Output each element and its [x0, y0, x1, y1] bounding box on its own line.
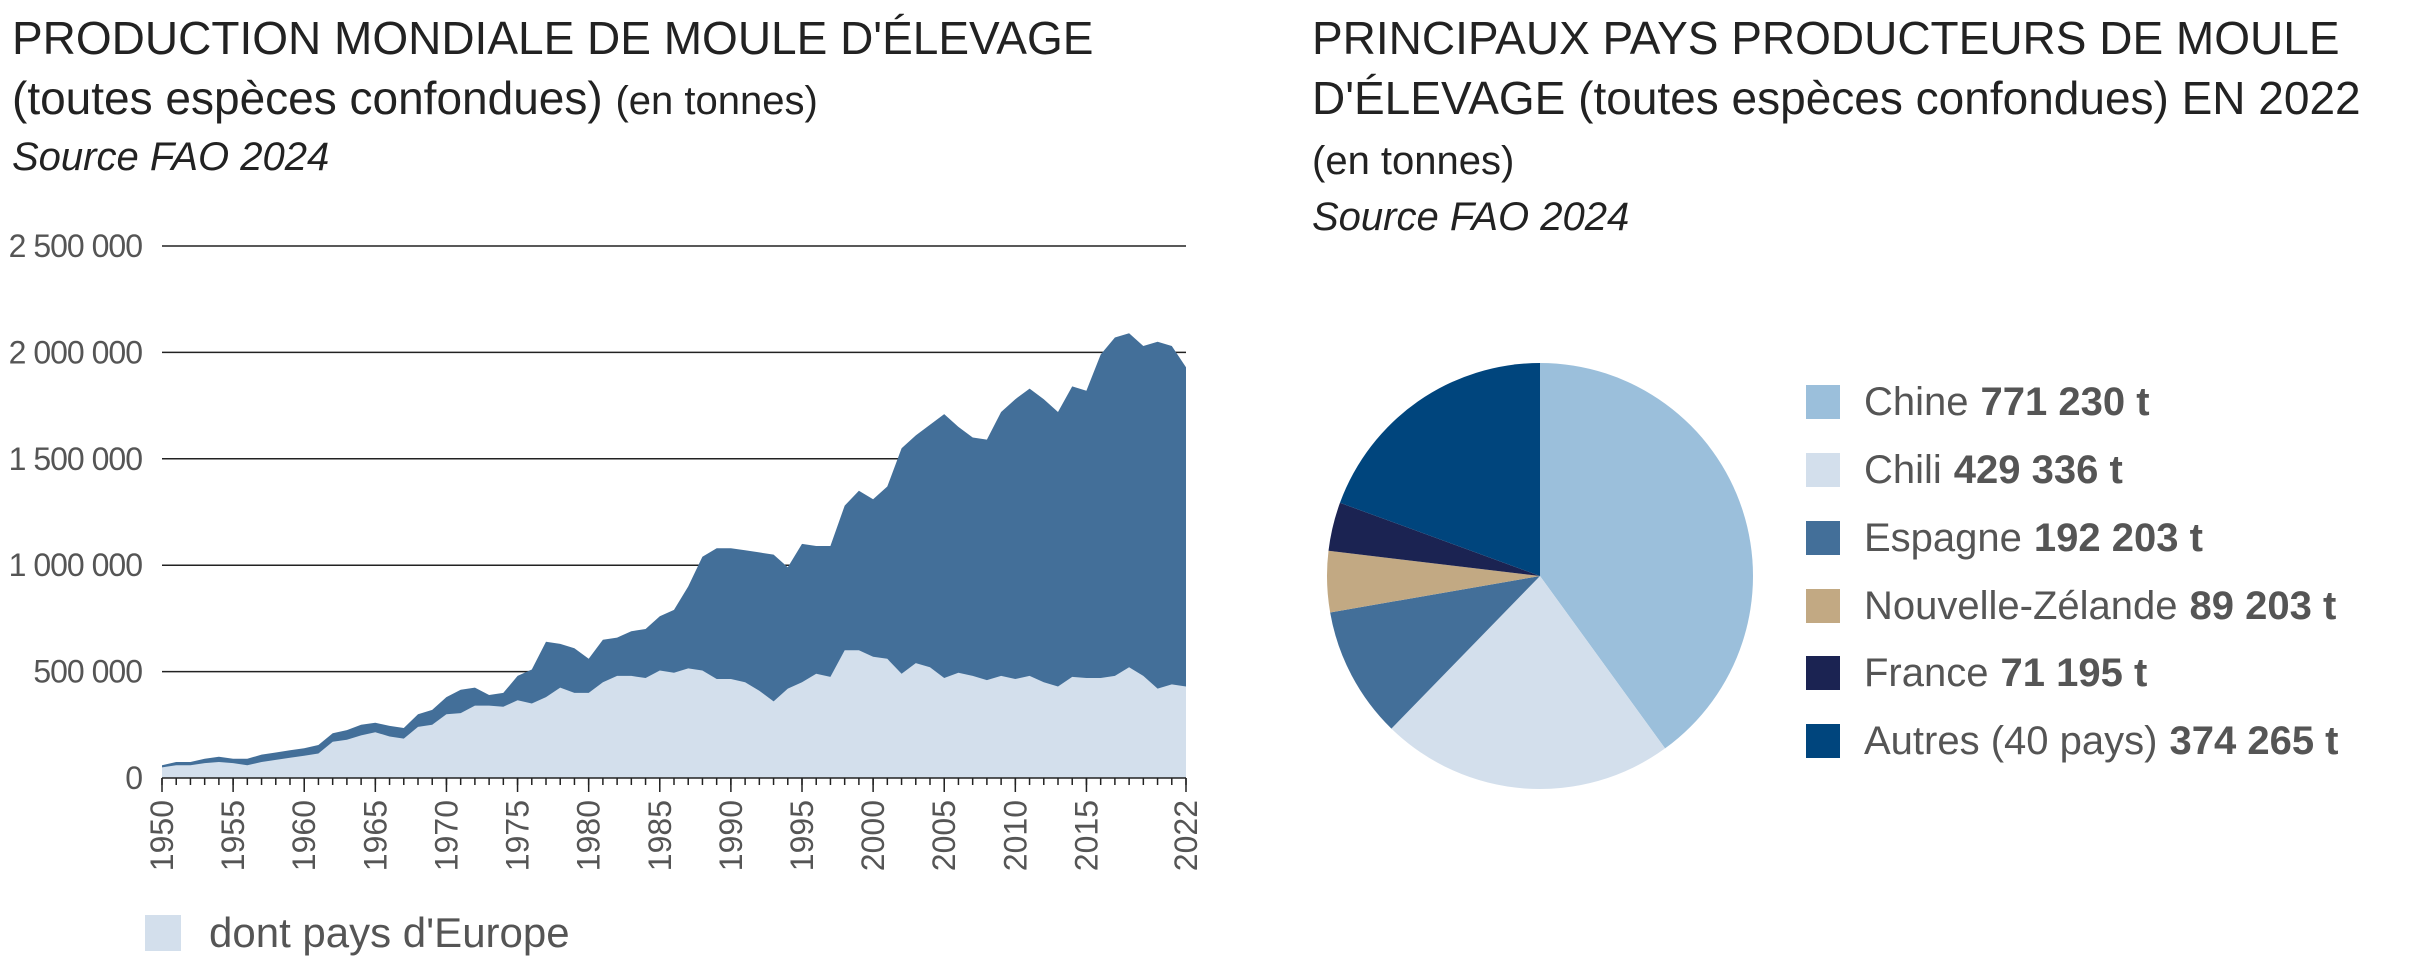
legend-swatch	[1806, 656, 1840, 690]
pie-legend-item: Espagne 192 203 t	[1806, 508, 2203, 568]
legend-label: Chili	[1864, 447, 1942, 492]
legend-value: 771 230 t	[1980, 379, 2150, 424]
x-tick-label: 1975	[500, 800, 536, 871]
left-chart-title: PRODUCTION MONDIALE DE MOULE D'ÉLEVAGE (…	[12, 8, 1093, 131]
y-tick-label: 1 500 000	[9, 441, 143, 477]
legend-swatch	[1806, 521, 1840, 555]
legend-value: 374 265 t	[2169, 718, 2339, 763]
pie-slice	[1327, 550, 1540, 613]
x-tick-label: 1995	[784, 800, 820, 871]
legend-value: 429 336 t	[1953, 447, 2123, 492]
world-area	[162, 333, 1186, 778]
legend-value: 71 195 t	[2000, 650, 2148, 695]
right-title-line2: D'ÉLEVAGE (toutes espèces confondues) EN…	[1312, 72, 2361, 124]
pie-slice	[1328, 502, 1540, 576]
pie-legend-item: France 71 195 t	[1806, 643, 2147, 703]
europe-legend-swatch	[145, 915, 181, 951]
x-tick-label: 1960	[286, 800, 322, 871]
legend-swatch	[1806, 724, 1840, 758]
pie-legend-item: Chili 429 336 t	[1806, 440, 2123, 500]
y-tick-label: 500 000	[33, 654, 142, 690]
pie-slice	[1391, 576, 1666, 790]
x-tick-label: 1955	[215, 800, 251, 871]
y-axis-tick-labels: 0 500 000 1 000 000 1 500 000 2 000 000 2 500…	[9, 228, 144, 796]
x-tick-label: 1965	[357, 800, 393, 871]
pie-legend-item: Nouvelle-Zélande 89 203 t	[1806, 576, 2336, 636]
legend-swatch	[1806, 453, 1840, 487]
europe-legend-label: dont pays d'Europe	[209, 909, 570, 956]
x-tick-label: 1990	[713, 800, 749, 871]
legend-swatch	[1806, 589, 1840, 623]
x-axis: 1950 1955 1960 1965 1970 1975 1980 1985 1990 1995…	[144, 777, 1204, 871]
legend-value: 192 203 t	[2033, 515, 2203, 560]
x-tick-label: 1980	[571, 800, 607, 871]
pie-legend-item: Chine 771 230 t	[1806, 372, 2150, 432]
x-tick-label: 1970	[428, 800, 464, 871]
x-tick-label: 2022	[1168, 800, 1204, 871]
y-tick-label: 2 000 000	[9, 334, 143, 370]
pie-slice	[1540, 363, 1754, 749]
pie-slices	[1327, 363, 1754, 790]
legend-swatch	[1806, 385, 1840, 419]
legend-label: France	[1864, 650, 1989, 695]
y-tick-label: 0	[125, 760, 142, 796]
y-tick-label: 1 000 000	[9, 547, 143, 583]
pie-slice	[1330, 576, 1540, 729]
left-title-unit: (en tonnes)	[615, 79, 818, 123]
x-tick-label: 1985	[642, 800, 678, 871]
x-tick-label: 2005	[926, 800, 962, 871]
left-title-line2: (toutes espèces confondues)	[12, 72, 603, 124]
legend-label: Chine	[1864, 379, 1969, 424]
europe-legend: dont pays d'Europe	[145, 905, 570, 961]
legend-value: 89 203 t	[2189, 583, 2337, 628]
area-series	[162, 333, 1186, 778]
x-tick-label: 2000	[855, 800, 891, 871]
right-chart-title: PRINCIPAUX PAYS PRODUCTEURS DE MOULE D'É…	[1312, 8, 2361, 191]
europe-area	[162, 650, 1186, 778]
area-chart: 0 500 000 1 000 000 1 500 000 2 000 000 2 500…	[9, 228, 1204, 871]
right-source: Source FAO 2024	[1312, 195, 1630, 239]
x-tick-label: 2015	[1068, 800, 1104, 871]
left-title-line1: PRODUCTION MONDIALE DE MOULE D'ÉLEVAGE	[12, 12, 1094, 64]
y-tick-label: 2 500 000	[9, 228, 143, 264]
legend-label: Espagne	[1864, 515, 2022, 560]
legend-label: Autres (40 pays)	[1864, 718, 2158, 763]
pie-legend-item: Autres (40 pays) 374 265 t	[1806, 711, 2339, 771]
x-tick-label: 1950	[144, 800, 180, 871]
pie-slice	[1339, 363, 1540, 576]
legend-label: Nouvelle-Zélande	[1864, 583, 2178, 628]
x-tick-label: 2010	[997, 800, 1033, 871]
right-title-line1: PRINCIPAUX PAYS PRODUCTEURS DE MOULE	[1312, 12, 2340, 64]
left-source: Source FAO 2024	[12, 135, 330, 179]
right-title-unit: (en tonnes)	[1312, 139, 1515, 183]
